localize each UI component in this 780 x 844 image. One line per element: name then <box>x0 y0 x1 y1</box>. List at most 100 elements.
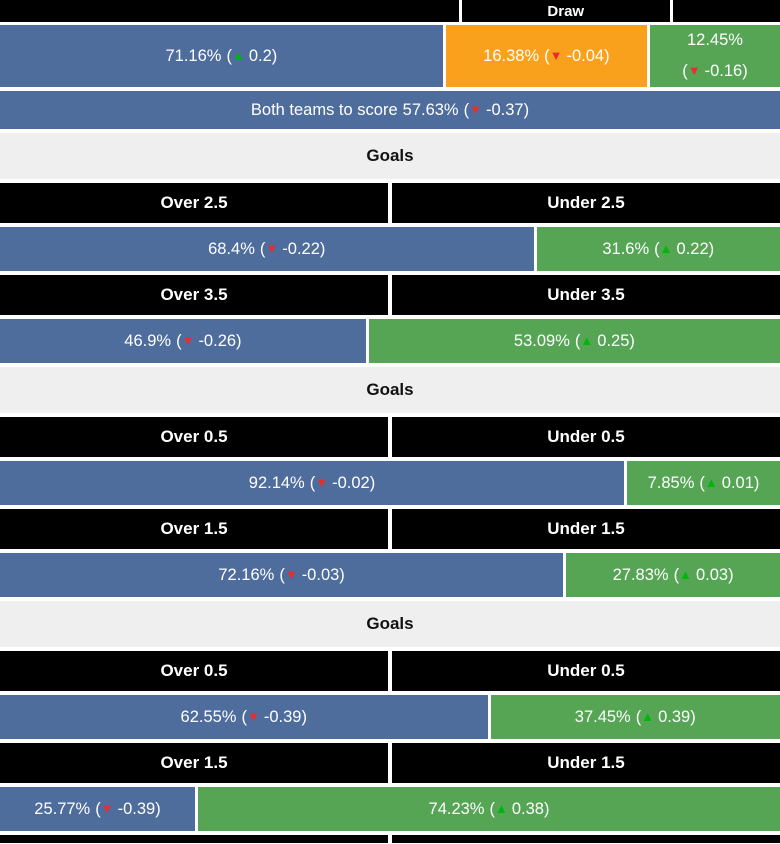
market-header-row: Over 2.5 Under 2.5 <box>0 183 780 223</box>
draw-header: Draw <box>461 0 670 22</box>
away-win-bar: 12.45% ▼-0.16 <box>649 25 780 87</box>
over-value: 92.14% <box>248 473 305 492</box>
under-delta: 0.25 <box>597 331 630 350</box>
goals-section-header: Goals <box>0 133 780 179</box>
over-delta: -0.26 <box>198 331 237 350</box>
next-market-header-row-cutoff <box>0 835 780 843</box>
under-header: Under 0.5 <box>392 651 780 691</box>
over-bar: 62.55% ▼-0.39 <box>0 695 488 739</box>
btts-row: Both teams to score 57.63% ▼-0.37 <box>0 91 780 129</box>
over-change: ▼-0.39 <box>241 707 306 728</box>
over-delta: -0.39 <box>117 799 156 818</box>
home-win-change: ▲0.2 <box>226 46 277 67</box>
under-bar: 74.23% ▲0.38 <box>198 787 780 831</box>
draw-header-label: Draw <box>547 2 585 20</box>
market-header-row: Over 0.5 Under 0.5 <box>0 417 780 457</box>
over-delta: -0.39 <box>263 707 302 726</box>
over-bar: 72.16% ▼-0.03 <box>0 553 564 597</box>
outcome-bar-row: 71.16% ▲0.2 16.38% ▼-0.04 12.45% ▼-0.16 <box>0 25 780 87</box>
away-win-change: ▼-0.16 <box>682 61 747 82</box>
over-value: 25.77% <box>34 799 91 818</box>
under-header: Under 0.5 <box>392 417 780 457</box>
down-arrow-icon: ▼ <box>315 474 329 490</box>
over-header: Over 2.5 <box>0 183 388 223</box>
home-header <box>0 0 459 22</box>
probability-bar-row: 68.4% ▼-0.22 31.6% ▲0.22 <box>0 227 780 271</box>
up-arrow-icon: ▲ <box>641 708 655 724</box>
market-header-row: Over 3.5 Under 3.5 <box>0 275 780 315</box>
over-value: 68.4% <box>208 239 255 258</box>
draw-value: 16.38% <box>483 46 540 65</box>
under-delta: 0.22 <box>676 239 709 258</box>
over-bar: 68.4% ▼-0.22 <box>0 227 534 271</box>
draw-delta: -0.04 <box>566 46 605 65</box>
up-arrow-icon: ▲ <box>580 332 594 348</box>
under-value: 74.23% <box>428 799 485 818</box>
under-delta: 0.01 <box>721 473 754 492</box>
under-change: ▲0.25 <box>575 331 635 352</box>
under-bar: 27.83% ▲0.03 <box>566 553 780 597</box>
over-header <box>0 835 388 843</box>
away-header <box>672 0 780 22</box>
under-header: Under 3.5 <box>392 275 780 315</box>
under-change: ▲0.03 <box>674 565 734 586</box>
probability-bar-row: 25.77% ▼-0.39 74.23% ▲0.38 <box>0 787 780 831</box>
btts-change: ▼-0.37 <box>464 100 529 121</box>
under-value: 31.6% <box>602 239 650 258</box>
away-win-delta: -0.16 <box>704 62 743 81</box>
under-value: 53.09% <box>513 331 570 350</box>
goals-section-title: Goals <box>366 146 414 165</box>
down-arrow-icon: ▼ <box>284 566 298 582</box>
over-change: ▼-0.22 <box>260 239 325 260</box>
probability-bar-row: 92.14% ▼-0.02 7.85% ▲0.01 <box>0 461 780 505</box>
btts-delta: -0.37 <box>485 100 524 119</box>
up-arrow-icon: ▲ <box>659 240 673 256</box>
under-header: Under 2.5 <box>392 183 780 223</box>
over-change: ▼-0.02 <box>310 473 375 494</box>
home-win-bar: 71.16% ▲0.2 <box>0 25 443 87</box>
probability-bar-row: 62.55% ▼-0.39 37.45% ▲0.39 <box>0 695 780 739</box>
under-bar: 37.45% ▲0.39 <box>490 695 780 739</box>
draw-bar: 16.38% ▼-0.04 <box>445 25 647 87</box>
under-change: ▲0.38 <box>489 799 549 820</box>
over-value: 72.16% <box>218 565 275 584</box>
over-delta: -0.03 <box>301 565 340 584</box>
over-bar: 46.9% ▼-0.26 <box>0 319 366 363</box>
under-header: Under 1.5 <box>392 509 780 549</box>
under-change: ▲0.39 <box>636 707 696 728</box>
btts-value: 57.63% <box>402 100 459 119</box>
probability-bar-row: 72.16% ▼-0.03 27.83% ▲0.03 <box>0 553 780 597</box>
under-value: 27.83% <box>612 565 669 584</box>
under-header: Under 1.5 <box>392 743 780 783</box>
goals-section-title: Goals <box>366 380 414 399</box>
down-arrow-icon: ▼ <box>469 101 482 117</box>
under-bar: 7.85% ▲0.01 <box>627 461 780 505</box>
over-change: ▼-0.39 <box>95 799 160 820</box>
over-change: ▼-0.26 <box>176 331 241 352</box>
btts-bar: Both teams to score 57.63% ▼-0.37 <box>0 91 780 129</box>
under-bar: 53.09% ▲0.25 <box>368 319 780 363</box>
up-arrow-icon: ▲ <box>494 800 508 816</box>
over-change: ▼-0.03 <box>279 565 344 586</box>
market-header-row: Over 1.5 Under 1.5 <box>0 743 780 783</box>
over-bar: 92.14% ▼-0.02 <box>0 461 624 505</box>
up-arrow-icon: ▲ <box>704 474 718 490</box>
over-bar: 25.77% ▼-0.39 <box>0 787 195 831</box>
goals-section-header: Goals <box>0 367 780 413</box>
up-arrow-icon: ▲ <box>679 566 692 582</box>
down-arrow-icon: ▼ <box>100 800 114 816</box>
btts-label: Both teams to score <box>250 100 398 119</box>
over-header: Over 3.5 <box>0 275 388 315</box>
draw-change: ▼-0.04 <box>544 46 609 67</box>
up-arrow-icon: ▲ <box>231 47 245 63</box>
down-arrow-icon: ▼ <box>181 332 195 348</box>
over-value: 46.9% <box>124 331 172 350</box>
over-delta: -0.02 <box>332 473 370 492</box>
away-win-value: 12.45% <box>687 31 743 50</box>
under-change: ▲0.01 <box>699 473 759 494</box>
down-arrow-icon: ▼ <box>265 240 279 256</box>
under-change: ▲0.22 <box>654 239 714 260</box>
down-arrow-icon: ▼ <box>687 63 701 79</box>
market-header-row: Over 0.5 Under 0.5 <box>0 651 780 691</box>
down-arrow-icon: ▼ <box>246 708 260 724</box>
